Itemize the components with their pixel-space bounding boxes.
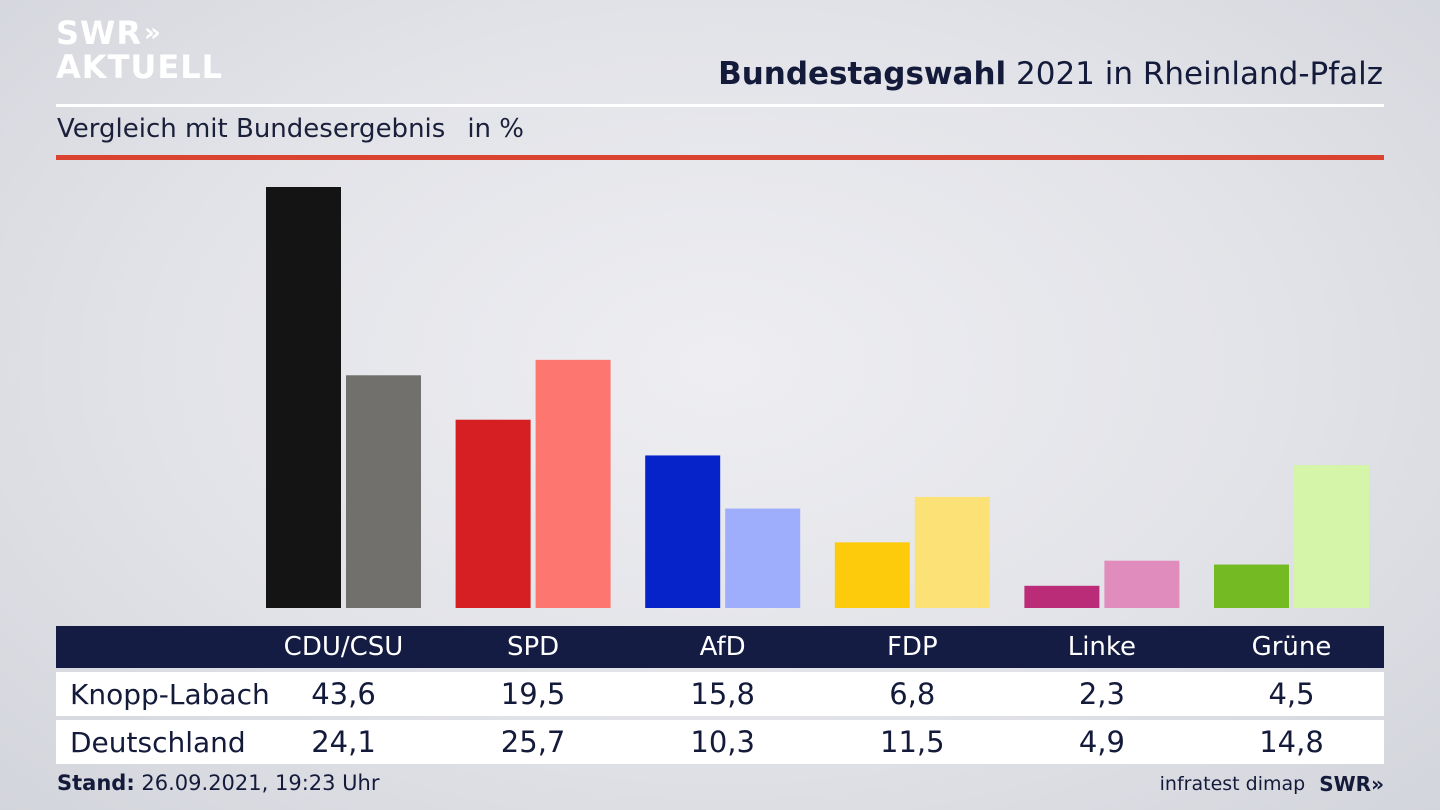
- swr-footer-logo: SWR»: [1319, 772, 1384, 796]
- bar-spd-knopp-labach: [455, 419, 531, 608]
- subtitle-label: Vergleich mit Bundesergebnis: [57, 114, 446, 144]
- bar-fdp-knopp-labach: [834, 542, 910, 608]
- row-label: Deutschland: [70, 725, 246, 759]
- bar-spd-deutschland: [535, 359, 611, 608]
- table-row-deutschland: Deutschland 24,1 25,7 10,3 11,5 4,9 14,8: [56, 720, 1384, 764]
- table-cell: 4,5: [1268, 677, 1315, 711]
- unit-label: in %: [467, 114, 524, 144]
- source-credit: infratest dimap SWR»: [1160, 772, 1384, 796]
- stand-label: Stand:: [57, 771, 135, 795]
- header-spd: SPD: [506, 632, 560, 662]
- title-rest: 2021 in Rheinland-Pfalz: [1006, 56, 1383, 92]
- header-fdp: FDP: [886, 632, 938, 662]
- stand-value: 26.09.2021, 19:23 Uhr: [134, 771, 380, 795]
- table-header-row: CDU/CSU SPD AfD FDP Linke Grüne: [56, 626, 1384, 668]
- header-afd: AfD: [699, 632, 746, 662]
- page-title: Bundestagswahl 2021 in Rheinland-Pfalz: [718, 56, 1383, 92]
- bar-linke-deutschland: [1104, 560, 1180, 608]
- bar-gr-ne-knopp-labach: [1214, 564, 1289, 608]
- logo-swr-text: SWR: [56, 14, 142, 52]
- chart-subtitle: Vergleich mit Bundesergebnis in %: [57, 114, 524, 144]
- logo-aktuell-text: AKTUELL: [56, 48, 224, 86]
- table-cell: 6,8: [889, 677, 936, 711]
- bar-afd-knopp-labach: [645, 455, 721, 608]
- bar-fdp-deutschland: [914, 496, 990, 608]
- header-gruene: Grüne: [1251, 632, 1332, 662]
- header-cdu-csu: CDU/CSU: [283, 632, 404, 662]
- table-cell: 14,8: [1259, 725, 1324, 759]
- title-bold: Bundestagswahl: [718, 56, 1007, 92]
- bar-gr-ne-deutschland: [1294, 465, 1369, 608]
- table-cell: 19,5: [500, 677, 566, 711]
- bar-afd-deutschland: [725, 508, 801, 608]
- accent-divider: [56, 155, 1384, 160]
- table-cell: 2,3: [1078, 677, 1125, 711]
- table-cell: 10,3: [690, 725, 755, 759]
- table-cell: 43,6: [311, 677, 376, 711]
- timestamp: Stand: 26.09.2021, 19:23 Uhr: [57, 771, 380, 795]
- logo-chevron-icon: »: [143, 18, 161, 48]
- row-label: Knopp-Labach: [70, 677, 270, 711]
- table-cell: 11,5: [880, 725, 945, 759]
- header-linke: Linke: [1067, 632, 1137, 662]
- table-cell: 25,7: [500, 725, 566, 759]
- table-cell: 24,1: [311, 725, 376, 759]
- title-divider: [56, 104, 1384, 107]
- table-cell: 4,9: [1078, 725, 1125, 759]
- table-row-knopp-labach: Knopp-Labach 43,6 19,5 15,8 6,8 2,3 4,5: [56, 672, 1384, 716]
- swr-aktuell-logo: SWR» AKTUELL: [56, 16, 223, 84]
- bar-cdu-csu-deutschland: [346, 375, 421, 608]
- bar-cdu-csu-knopp-labach: [266, 187, 341, 608]
- bar-chart: [266, 187, 1369, 608]
- results-table: CDU/CSU SPD AfD FDP Linke Grüne Knopp-La…: [56, 626, 1384, 764]
- bar-linke-knopp-labach: [1024, 585, 1100, 608]
- table-cell: 15,8: [690, 677, 755, 711]
- source-label: infratest dimap: [1159, 773, 1306, 795]
